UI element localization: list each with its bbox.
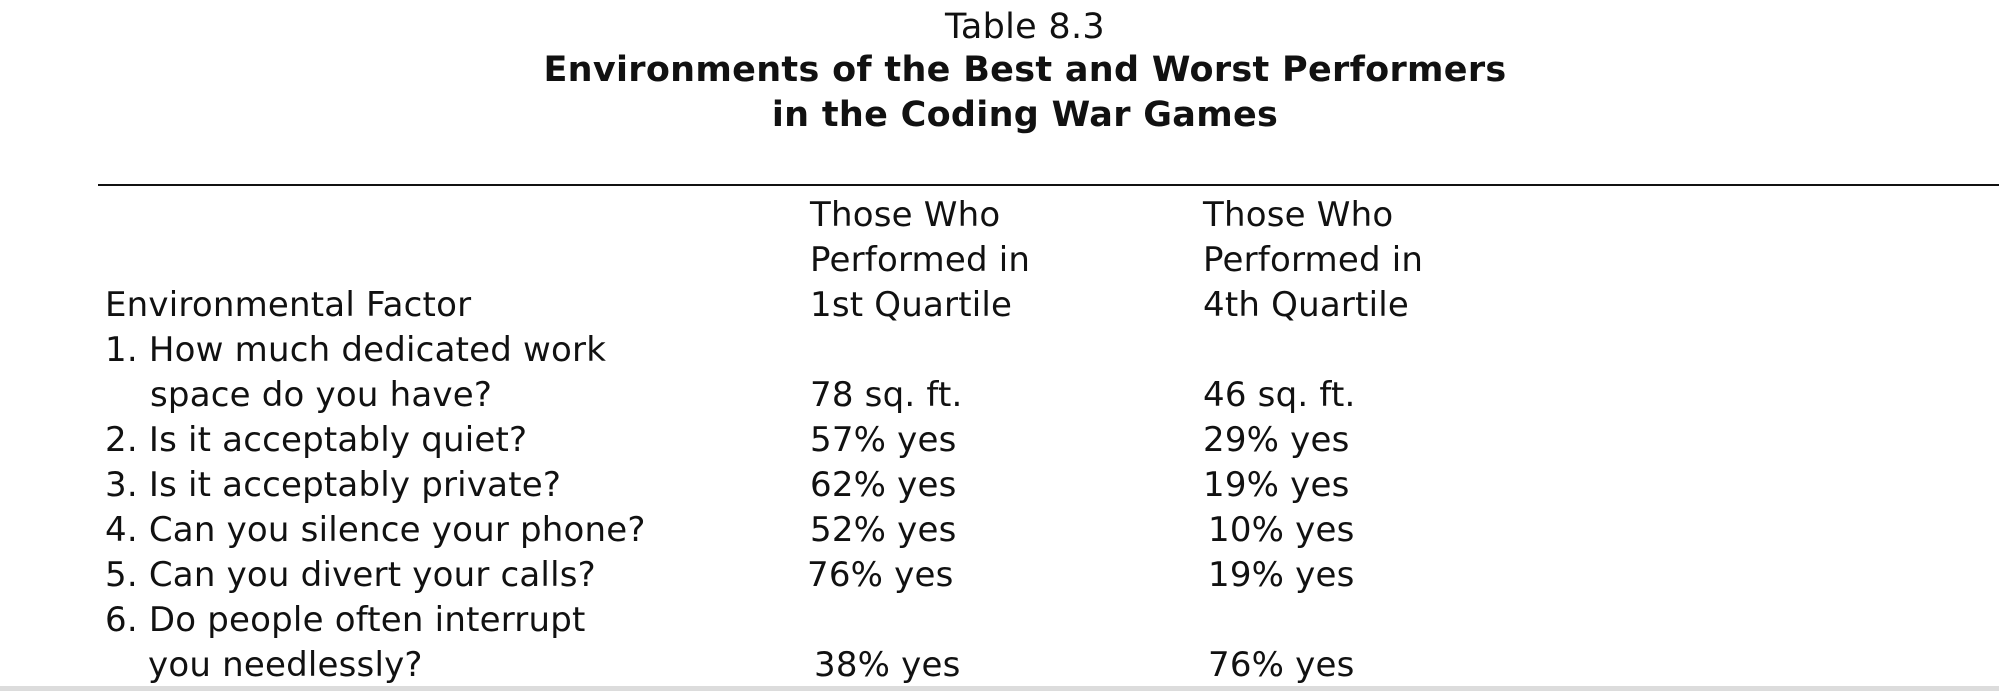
table-top-rule: [98, 184, 1999, 186]
row-2-q4-value: 29% yes: [1203, 420, 1350, 460]
row-5-q1-value: 76% yes: [807, 555, 954, 595]
row-3-q1-value: 62% yes: [810, 465, 957, 505]
header-environmental-factor: Environmental Factor: [105, 285, 472, 325]
row-4-q4-value: 10% yes: [1208, 510, 1355, 550]
row-6-q1-value: 38% yes: [814, 645, 961, 685]
header-q1-line-1: Those Who: [810, 195, 1001, 235]
row-1-q4-value: 46 sq. ft.: [1203, 375, 1356, 415]
row-1-q1-value: 78 sq. ft.: [810, 375, 963, 415]
table-title-line-1: Environments of the Best and Worst Perfo…: [543, 50, 1507, 90]
row-5-question: 5. Can you divert your calls?: [105, 555, 596, 595]
row-5-q4-value: 19% yes: [1208, 555, 1355, 595]
row-3-q4-value: 19% yes: [1203, 465, 1350, 505]
header-q4-line-3: 4th Quartile: [1203, 285, 1409, 325]
row-3-question: 3. Is it acceptably private?: [105, 465, 562, 505]
table-number: Table 8.3: [945, 7, 1105, 47]
header-q1-line-2: Performed in: [810, 240, 1031, 280]
header-q4-line-1: Those Who: [1203, 195, 1394, 235]
row-6-q4-value: 76% yes: [1208, 645, 1355, 685]
row-6-question-line-2: you needlessly?: [148, 645, 423, 685]
row-6-question-line-1: 6. Do people often interrupt: [105, 600, 586, 640]
row-4-q1-value: 52% yes: [810, 510, 957, 550]
header-q1-line-3: 1st Quartile: [810, 285, 1013, 325]
row-4-question: 4. Can you silence your phone?: [105, 510, 646, 550]
row-1-question-line-1: 1. How much dedicated work: [105, 330, 607, 370]
row-2-question: 2. Is it acceptably quiet?: [105, 420, 528, 460]
row-2-q1-value: 57% yes: [810, 420, 957, 460]
page-bottom-edge: [0, 686, 1999, 691]
table-title-line-2: in the Coding War Games: [771, 95, 1279, 135]
row-1-question-line-2: space do you have?: [150, 375, 493, 415]
header-q4-line-2: Performed in: [1203, 240, 1424, 280]
